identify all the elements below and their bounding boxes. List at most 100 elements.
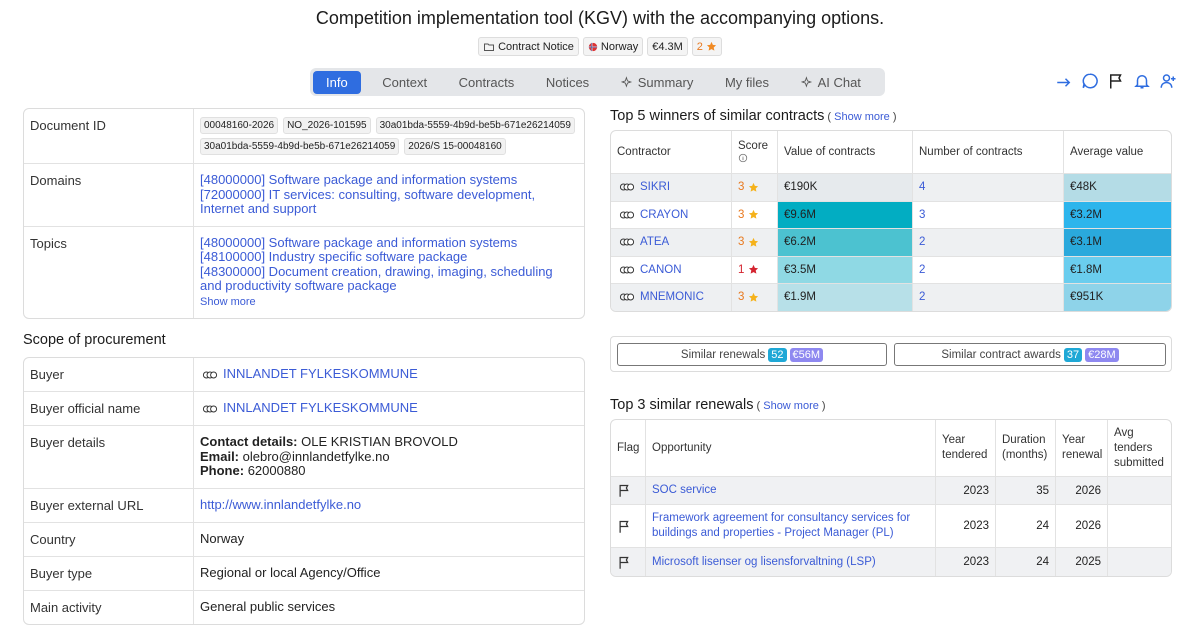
show-more[interactable]: Show more (763, 400, 819, 412)
count-cell: 2 (912, 255, 1064, 284)
opportunity-cell[interactable]: Framework agreement for consultancy serv… (645, 504, 936, 548)
page-title: Competition implementation tool (KGV) wi… (315, 8, 885, 28)
action-button[interactable] (1055, 72, 1073, 90)
action-button[interactable] (1159, 72, 1177, 90)
tab[interactable]: Summary (611, 71, 704, 94)
icon (748, 292, 758, 302)
icon-part (627, 266, 635, 274)
flag-cell[interactable] (611, 504, 646, 548)
buyer-link[interactable]: INNLANDET FYLKESKOMMUNE (223, 366, 418, 381)
score-cell: 1 (731, 255, 778, 284)
icon-part (210, 405, 218, 413)
column-header: Value of contracts (777, 130, 913, 174)
show-more[interactable]: Show more (834, 111, 890, 123)
code-link[interactable]: [48000000] Software package and informat… (200, 234, 518, 250)
icon-part (706, 41, 716, 51)
average-cell: €1.8M (1063, 255, 1171, 284)
tab-label: Summary (637, 74, 694, 90)
value-pill: €56M (789, 347, 824, 362)
flag-cell[interactable] (611, 547, 646, 576)
row-value: Regional or local Agency/Office (194, 557, 584, 590)
info-row: Buyer type Regional or local Agency/Offic… (24, 556, 584, 591)
icon (706, 41, 716, 51)
year-renewal: 2026 (1055, 504, 1108, 548)
icon-part (627, 238, 635, 246)
row-text: Norway (200, 530, 245, 546)
renewals-title: Top 3 similar renewals ( Show more ) (610, 397, 826, 413)
action-button[interactable] (1107, 72, 1125, 90)
badge-text: 2 (696, 40, 703, 53)
action-button[interactable] (1081, 72, 1099, 90)
info-row: Domains [48000000] Software package and i… (24, 164, 584, 227)
icon (619, 183, 635, 191)
icon (738, 153, 748, 163)
column-header: Avg tenders submitted (1107, 420, 1171, 477)
similar-button[interactable]: Similar contract awards 37 €28M (894, 343, 1166, 366)
contractor-link[interactable]: MNEMONIC (640, 291, 704, 304)
tab[interactable]: Context (372, 71, 437, 94)
tab[interactable]: Contracts (449, 71, 525, 94)
value-cell: €3.5M (777, 255, 913, 284)
icon (619, 266, 635, 274)
contractor-link[interactable]: SIKRI (640, 181, 671, 194)
contractor-cell: CANON (611, 255, 732, 284)
opportunity-cell[interactable]: SOC service (645, 476, 936, 505)
contractor-link[interactable]: ATEA (640, 236, 670, 249)
value-pill: €28M (1085, 347, 1119, 362)
tab[interactable]: Notices (536, 71, 599, 94)
action-icons (1055, 72, 1177, 90)
contractor-link[interactable]: CRAYON (640, 208, 689, 221)
code-link[interactable]: [72000000] IT services: consulting, soft… (200, 186, 536, 216)
tab[interactable]: My files (715, 71, 779, 94)
opportunity-cell[interactable]: Microsoft lisenser og lisensforvaltning … (645, 547, 936, 576)
info-row: Buyer external URL http://www.innlandetfy… (24, 488, 584, 523)
average-cell: €3.1M (1063, 228, 1171, 257)
tab[interactable]: AI Chat (791, 71, 871, 94)
duration: 24 (995, 547, 1056, 576)
contact-line: Phone: 62000880 (200, 463, 578, 479)
year-renewal: 2025 (1055, 547, 1108, 576)
url-link[interactable]: http://www.innlandetfylke.no (200, 496, 362, 512)
icon (748, 237, 758, 247)
badge-notice-type: Contract Notice (478, 37, 579, 56)
icon (619, 556, 629, 569)
score-cell: 3 (731, 228, 778, 257)
row-value: Contact details: OLE KRISTIAN BROVOLD Ema… (194, 426, 584, 488)
tab-label: Context (382, 74, 428, 90)
row-text: General public services (200, 598, 336, 614)
year-tendered: 2023 (935, 504, 996, 548)
row-value: [48000000] Software package and informat… (194, 164, 584, 226)
tab-label: Contracts (458, 74, 515, 90)
info-row: Document ID 00048160-2026 NO_2026-101595 30… (24, 109, 584, 164)
similar-button[interactable]: Similar renewals 52 €56M (617, 343, 887, 366)
code-link[interactable]: [48300000] Document creation, drawing, i… (200, 263, 553, 293)
row-label: Document ID (24, 109, 194, 163)
row-text: Regional or local Agency/Office (200, 564, 381, 580)
score-cell: 3 (731, 173, 778, 202)
info-row: Buyer INNLANDET FYLKESKOMMUNE (24, 358, 584, 392)
winner-row: SIKRI 3 €190K 4 €48K (611, 173, 1171, 202)
action-button[interactable] (1133, 72, 1151, 90)
id-chip: 30a01bda-5559-4b9d-be5b-671e26214059 (375, 117, 575, 134)
badge-text: Norway (600, 40, 639, 53)
score: 3 (738, 291, 745, 304)
row-label: Domains (24, 164, 194, 226)
winner-row: CRAYON 3 €9.6M 3 €3.2M (611, 200, 1171, 229)
column-header: Year tendered (935, 420, 996, 477)
code-link[interactable]: [48100000] Industry specific software pa… (200, 249, 468, 264)
row-value: [48000000] Software package and informat… (194, 227, 584, 319)
tab-label: Info (326, 74, 348, 90)
icon-part (1082, 73, 1098, 89)
contractor-link[interactable]: CANON (640, 263, 682, 276)
buyer-link[interactable]: INNLANDET FYLKESKOMMUNE (223, 400, 418, 415)
renewal-row: Framework agreement for consultancy serv… (611, 504, 1171, 548)
show-more[interactable]: Show more (200, 295, 256, 308)
badge-rating: 2 (691, 37, 722, 56)
code-link[interactable]: [48000000] Software package and informat… (200, 172, 518, 187)
icon-part (748, 210, 758, 219)
tab[interactable]: Info (313, 70, 361, 94)
flag-cell[interactable] (611, 476, 646, 505)
similar-label: Similar contract awards (941, 348, 1061, 361)
similar-summary: Similar renewals 52 €56M Similar contract a… (610, 336, 1172, 372)
